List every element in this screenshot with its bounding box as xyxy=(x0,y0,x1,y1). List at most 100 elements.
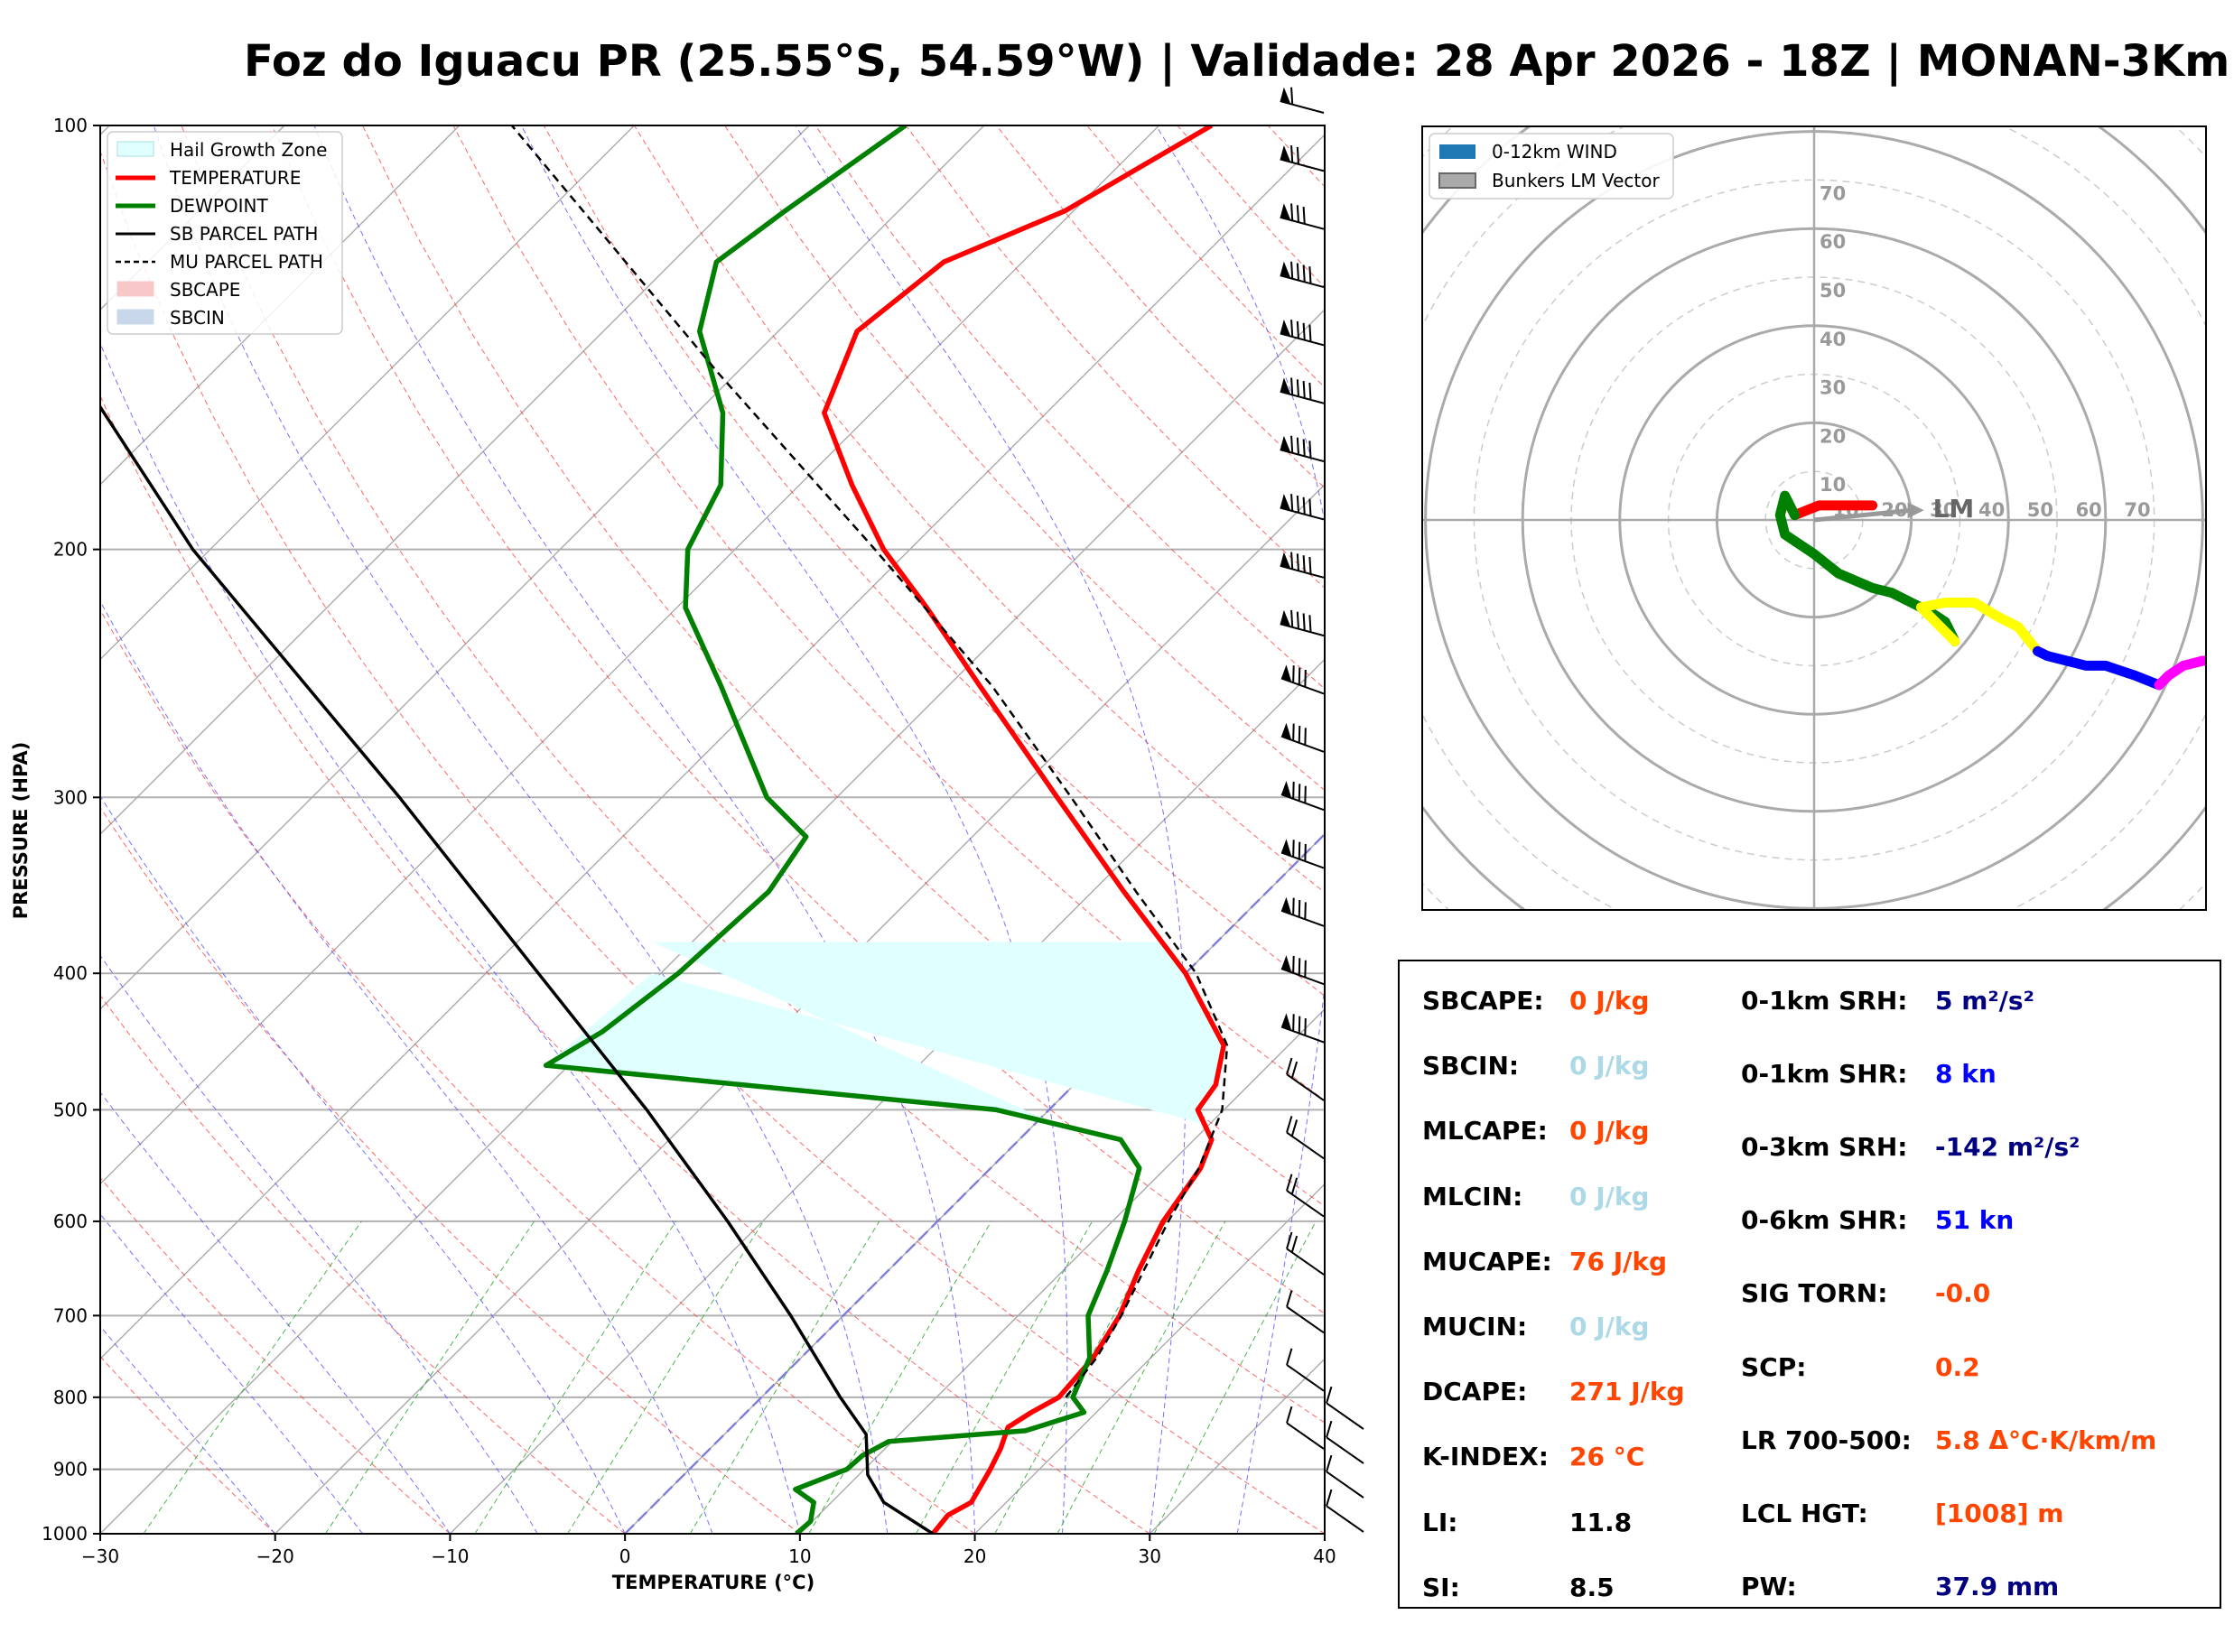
barb-staff xyxy=(1280,1026,1325,1044)
isotherm xyxy=(275,483,1325,1534)
param-value: -142 m²/s² xyxy=(1935,1132,2080,1163)
barb-feather xyxy=(1304,669,1307,687)
hodograph-segment xyxy=(1915,598,2043,656)
barb-feather xyxy=(1290,435,1294,453)
param-label: SI: xyxy=(1422,1572,1460,1602)
x-tick-label: 20 xyxy=(963,1545,986,1567)
barb-feather xyxy=(1286,1057,1293,1075)
dry-adiabat xyxy=(100,394,1150,1534)
wind-barb xyxy=(1280,1013,1325,1044)
y-tick-label: 900 xyxy=(53,1459,88,1480)
bunkers-lm-vector xyxy=(1813,507,1912,523)
dry-adiabat xyxy=(100,806,801,1534)
barb-staff xyxy=(1286,1364,1325,1392)
barb-staff xyxy=(1326,1402,1364,1430)
param-label: 0-3km SRH: xyxy=(1741,1132,1908,1163)
barb-feather xyxy=(1290,1235,1299,1253)
barb-staff xyxy=(1286,1248,1325,1276)
barb-flag xyxy=(1281,839,1292,857)
barb-flag xyxy=(1281,955,1292,973)
hodograph-legend-box xyxy=(1429,133,1674,200)
barb-staff xyxy=(1280,390,1325,404)
barb-feather xyxy=(1292,955,1295,973)
barb-staff xyxy=(1280,216,1325,230)
mixing-ratio-line xyxy=(689,1220,880,1534)
isotherm xyxy=(100,125,635,661)
barb-staff xyxy=(1286,1305,1325,1334)
barb-feather xyxy=(1296,205,1299,223)
legend-swatch-wind xyxy=(1439,144,1475,159)
hodograph-ring-label: 40 xyxy=(1978,499,2005,521)
series-mu-parcel-path xyxy=(510,125,1229,1398)
barb-feather xyxy=(1290,1177,1299,1195)
isotherm xyxy=(100,309,1325,1534)
param-label: MLCIN: xyxy=(1422,1181,1523,1211)
barb-feather xyxy=(1308,556,1312,574)
barb-staff xyxy=(1280,158,1325,172)
dry-adiabat xyxy=(100,150,1325,1534)
legend-label: SBCAPE xyxy=(170,279,240,301)
series-sb-parcel-path xyxy=(100,404,935,1534)
wind-barb xyxy=(1280,839,1325,869)
wind-barb xyxy=(1280,494,1325,521)
barb-feather xyxy=(1302,381,1306,399)
skewt-frame xyxy=(99,125,1326,1535)
dry-adiabat xyxy=(181,125,1325,1424)
barb-feather xyxy=(1304,960,1307,978)
legend-swatch-lm xyxy=(1438,172,1476,189)
barb-feather xyxy=(1292,723,1295,741)
moist-adiabat xyxy=(313,125,976,1534)
x-tick-label: −10 xyxy=(431,1545,469,1567)
hodograph-ring-label: 70 xyxy=(1820,182,1846,204)
hodograph-ring-label: 60 xyxy=(2076,499,2102,521)
wind-barb xyxy=(1326,1454,1364,1499)
legend-label: SB PARCEL PATH xyxy=(170,223,318,245)
freezing-isotherm xyxy=(624,832,1325,1534)
hodograph-frame xyxy=(1421,125,2207,911)
barb-feather xyxy=(1286,1231,1293,1249)
param-label: SIG TORN: xyxy=(1741,1278,1888,1309)
moist-adiabat xyxy=(100,341,801,1534)
barb-staff xyxy=(1280,564,1325,579)
wind-barb xyxy=(1286,1116,1325,1160)
barb-feather xyxy=(1296,495,1299,513)
param-value: 26 °C xyxy=(1569,1442,1645,1472)
isotherm xyxy=(100,125,810,836)
barb-feather xyxy=(1290,552,1294,570)
legend-label: MU PARCEL PATH xyxy=(170,251,323,273)
barb-feather xyxy=(1296,379,1299,397)
skewt-legend: Hail Growth Zone TEMPERATURE DEWPOINT SB PA… xyxy=(107,131,343,335)
wind-barb xyxy=(1280,722,1325,753)
dry-adiabat xyxy=(100,1355,276,1534)
bunkers-lm-arrowhead xyxy=(1907,502,1924,519)
barb-feather xyxy=(1304,1018,1307,1036)
wind-barb xyxy=(1280,144,1325,172)
legend-label: Hail Growth Zone xyxy=(170,139,327,161)
param-label: 0-1km SHR: xyxy=(1741,1059,1908,1090)
x-tick-label: 10 xyxy=(788,1545,811,1567)
barb-feather xyxy=(1326,1386,1333,1404)
wind-barb xyxy=(1326,1386,1364,1430)
barb-feather xyxy=(1308,498,1312,516)
moist-adiabat xyxy=(795,125,1187,1534)
barb-staff xyxy=(1286,1190,1325,1218)
barb-feather xyxy=(1302,613,1306,631)
barb-feather xyxy=(1290,494,1294,512)
barb-feather xyxy=(1292,665,1295,683)
hodograph-ring-label: 20 xyxy=(1820,425,1846,447)
x-tick-label: −20 xyxy=(256,1545,294,1567)
barb-feather xyxy=(1290,203,1294,221)
barb-feather xyxy=(1290,1061,1299,1079)
param-value: [1008] m xyxy=(1935,1498,2064,1528)
dry-adiabat xyxy=(814,125,1325,690)
barb-feather xyxy=(1290,1119,1299,1137)
bunkers-lm-label: LM xyxy=(1933,494,1975,524)
barb-feather xyxy=(1302,555,1306,573)
barb-flag xyxy=(1281,896,1292,914)
mixing-ratio-line xyxy=(143,1220,362,1534)
barb-feather xyxy=(1296,553,1299,571)
param-value: 0 J/kg xyxy=(1569,1181,1650,1211)
wind-barb xyxy=(1280,87,1325,114)
hodograph-legend-label: Bunkers LM Vector xyxy=(1492,170,1661,191)
